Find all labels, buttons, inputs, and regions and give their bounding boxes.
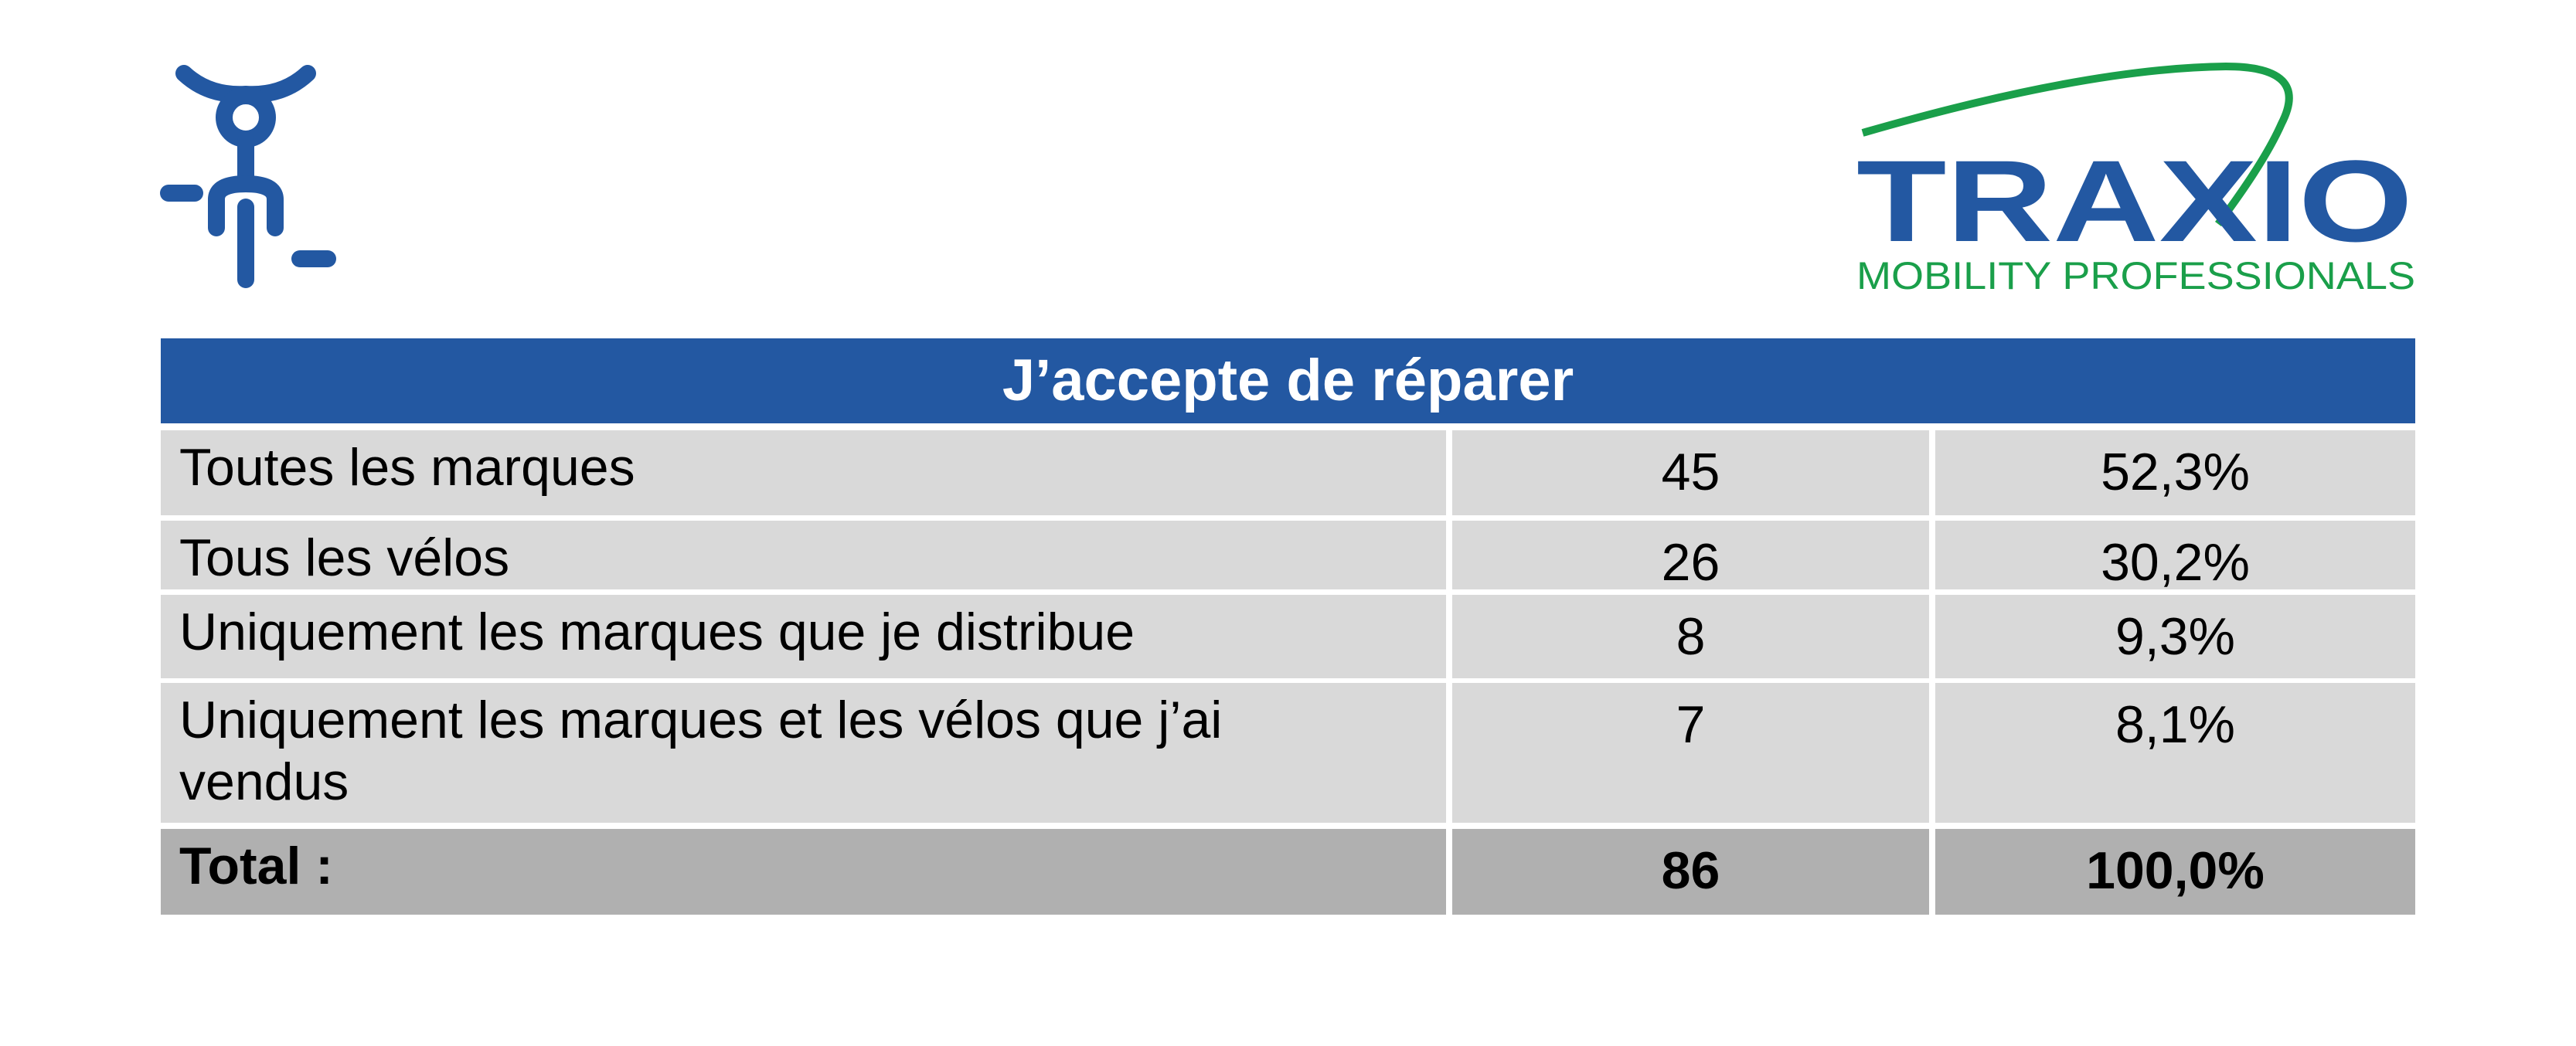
logo-tagline: MOBILITY PROFESSIONALS [1856,254,2415,297]
row-percent: 8,1% [1935,683,2415,823]
row-label: Uniquement les marques que je distribue [161,595,1446,678]
logo-swoosh [1861,62,2293,226]
row-count: 8 [1452,595,1929,678]
total-percent: 100,0% [1935,829,2415,915]
row-count: 7 [1452,683,1929,823]
row-count: 45 [1452,430,1929,515]
total-label: Total : [161,829,1446,915]
header-graphics: TRAXIO MOBILITY PROFESSIONALS [160,62,2415,297]
logo-name: TRAXIO [1856,136,2413,266]
table-title: J’accepte de réparer [161,338,2415,423]
row-percent: 30,2% [1935,521,2415,592]
row-percent: 52,3% [1935,430,2415,515]
row-label: Tous les vélos [161,521,1446,589]
row-label: Toutes les marques [161,430,1446,515]
total-count: 86 [1452,829,1929,915]
row-label: Uniquement les marques et les vélos que … [161,683,1446,823]
bike-icon [160,65,336,288]
row-count: 26 [1452,521,1929,592]
row-percent: 9,3% [1935,595,2415,678]
